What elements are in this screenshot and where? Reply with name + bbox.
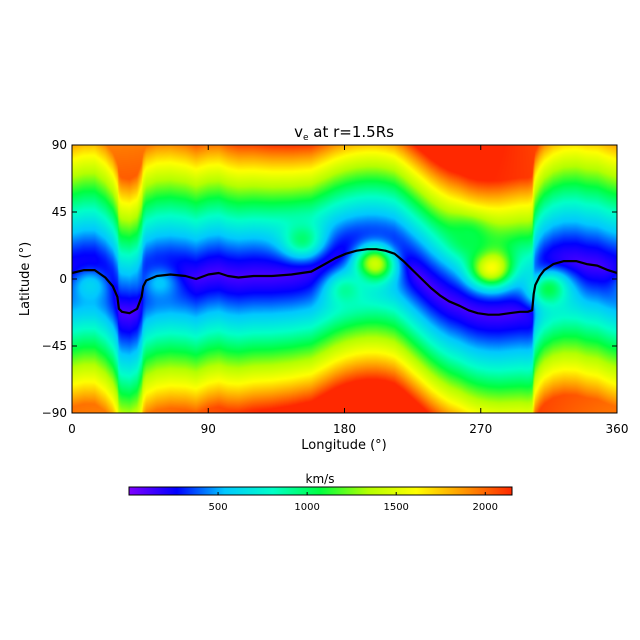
x-tick-label: 90 bbox=[201, 422, 216, 436]
y-axis-label: Latitude (°) bbox=[18, 242, 33, 316]
colorbar-tick-label: 2000 bbox=[473, 502, 498, 513]
title-rest: at r=1.5Rs bbox=[309, 123, 395, 141]
y-tick-label: −45 bbox=[42, 339, 67, 353]
y-tick-label: 45 bbox=[52, 205, 67, 219]
title-main: v bbox=[294, 123, 303, 141]
colorbar bbox=[128, 486, 513, 496]
x-axis-label: Longitude (°) bbox=[301, 438, 386, 453]
colorbar-tick-label: 500 bbox=[209, 502, 228, 513]
y-tick-label: −90 bbox=[42, 406, 67, 420]
y-tick-label: 0 bbox=[59, 272, 67, 286]
x-axis: 0 90 180 270 360 bbox=[68, 145, 628, 436]
colorbar-tick-label: 1000 bbox=[294, 502, 319, 513]
colorbar-label: km/s bbox=[306, 472, 335, 486]
x-tick-label: 270 bbox=[469, 422, 492, 436]
title-subscript: e bbox=[303, 133, 309, 143]
heatmap-image bbox=[72, 145, 617, 413]
chart-title: ve at r=1.5Rs bbox=[294, 123, 394, 143]
colorbar-ticks: 500 1000 1500 2000 bbox=[209, 492, 498, 513]
y-tick-label: 90 bbox=[52, 138, 67, 152]
neutral-line bbox=[71, 248, 618, 316]
x-tick-label: 360 bbox=[606, 422, 629, 436]
colorbar-tick-label: 1500 bbox=[383, 502, 408, 513]
y-axis: −90 −45 0 45 90 bbox=[42, 138, 617, 420]
x-tick-label: 0 bbox=[68, 422, 76, 436]
x-tick-label: 180 bbox=[333, 422, 356, 436]
